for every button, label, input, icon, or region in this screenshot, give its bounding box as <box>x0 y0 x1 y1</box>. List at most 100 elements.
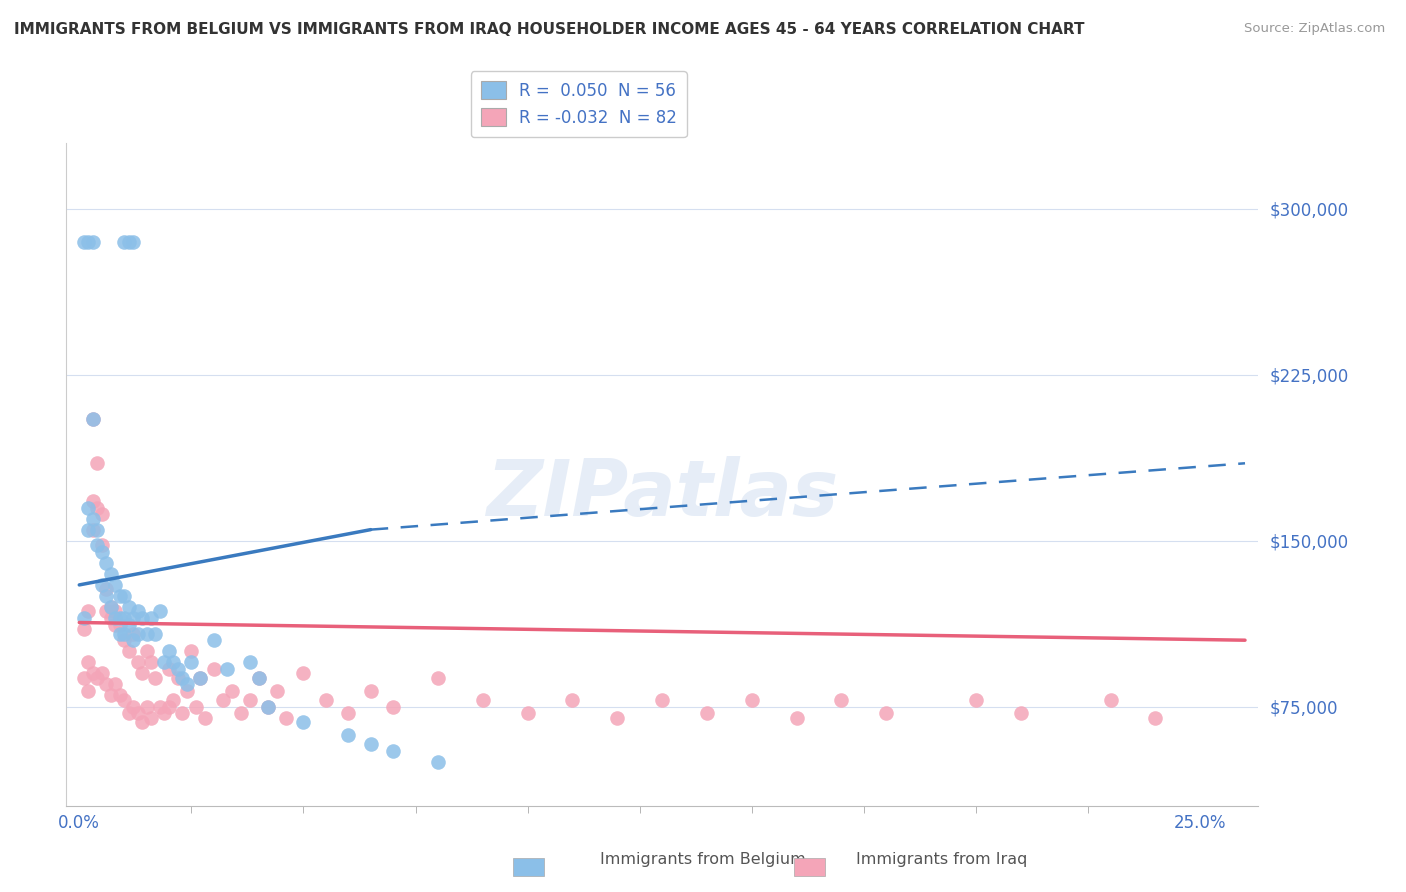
Point <box>112 589 135 603</box>
Point <box>96 556 118 570</box>
Point <box>176 684 198 698</box>
Text: Immigrants from Belgium: Immigrants from Belgium <box>600 852 806 867</box>
Point <box>77 523 100 537</box>
Point <box>86 456 108 470</box>
Point <box>73 671 96 685</box>
Point <box>112 611 135 625</box>
Point <box>180 656 202 670</box>
Point <box>965 693 987 707</box>
Text: Immigrants from Iraq: Immigrants from Iraq <box>856 852 1028 867</box>
Point <box>90 538 112 552</box>
Point <box>100 611 122 625</box>
Text: ZIPatlas: ZIPatlas <box>486 456 838 533</box>
Point <box>651 693 673 707</box>
Point <box>117 617 139 632</box>
Point <box>82 235 104 249</box>
Point <box>82 494 104 508</box>
Point <box>247 671 270 685</box>
Point <box>100 689 122 703</box>
Point <box>274 710 297 724</box>
Point <box>77 684 100 698</box>
Point <box>86 538 108 552</box>
Point <box>172 706 194 721</box>
Point <box>122 633 145 648</box>
Point <box>202 662 225 676</box>
Point <box>122 235 145 249</box>
Point <box>516 706 538 721</box>
Point <box>122 626 145 640</box>
Point <box>292 714 315 729</box>
Point <box>108 617 131 632</box>
Point <box>135 626 157 640</box>
Point <box>696 706 718 721</box>
Point <box>221 684 243 698</box>
Point <box>167 671 190 685</box>
Point <box>217 662 239 676</box>
Point <box>77 604 100 618</box>
Point <box>157 644 180 658</box>
Point <box>86 500 108 515</box>
Point <box>135 644 157 658</box>
Point <box>153 656 176 670</box>
Point <box>149 604 172 618</box>
Point <box>167 662 190 676</box>
Point <box>561 693 583 707</box>
Point <box>266 684 288 698</box>
Text: Source: ZipAtlas.com: Source: ZipAtlas.com <box>1244 22 1385 36</box>
Point <box>82 523 104 537</box>
Point <box>162 656 184 670</box>
Point <box>73 611 96 625</box>
Point <box>1144 710 1167 724</box>
Point <box>180 644 202 658</box>
Point <box>96 589 118 603</box>
Point <box>139 611 162 625</box>
Point <box>194 710 217 724</box>
Point <box>127 626 149 640</box>
Point <box>229 706 252 721</box>
Point <box>426 671 449 685</box>
Point <box>176 677 198 691</box>
Point <box>112 626 135 640</box>
Point <box>117 644 139 658</box>
Point <box>1099 693 1122 707</box>
Point <box>239 693 262 707</box>
Point <box>127 604 149 618</box>
Point <box>73 235 96 249</box>
Point <box>211 693 233 707</box>
Point <box>77 500 100 515</box>
Point <box>139 656 162 670</box>
Point <box>90 545 112 559</box>
Point <box>145 671 167 685</box>
Point <box>382 699 405 714</box>
Point <box>77 235 100 249</box>
Point <box>337 706 360 721</box>
Point <box>82 412 104 426</box>
Point <box>117 235 139 249</box>
Point <box>153 706 176 721</box>
Point <box>104 604 127 618</box>
Point <box>127 656 149 670</box>
Point <box>117 706 139 721</box>
Text: IMMIGRANTS FROM BELGIUM VS IMMIGRANTS FROM IRAQ HOUSEHOLDER INCOME AGES 45 - 64 : IMMIGRANTS FROM BELGIUM VS IMMIGRANTS FR… <box>14 22 1084 37</box>
Point <box>108 611 131 625</box>
Point <box>104 617 127 632</box>
Point <box>96 604 118 618</box>
Point <box>90 666 112 681</box>
Point <box>104 677 127 691</box>
Point <box>157 699 180 714</box>
Point <box>90 507 112 521</box>
Point <box>256 699 278 714</box>
Point <box>96 582 118 597</box>
Point <box>875 706 897 721</box>
Point <box>108 689 131 703</box>
Point <box>77 656 100 670</box>
Point <box>145 626 167 640</box>
Point <box>131 666 153 681</box>
Point <box>382 744 405 758</box>
Point <box>139 710 162 724</box>
Point <box>202 633 225 648</box>
Point <box>73 622 96 636</box>
Point <box>786 710 808 724</box>
Point <box>131 611 153 625</box>
Point <box>337 728 360 742</box>
